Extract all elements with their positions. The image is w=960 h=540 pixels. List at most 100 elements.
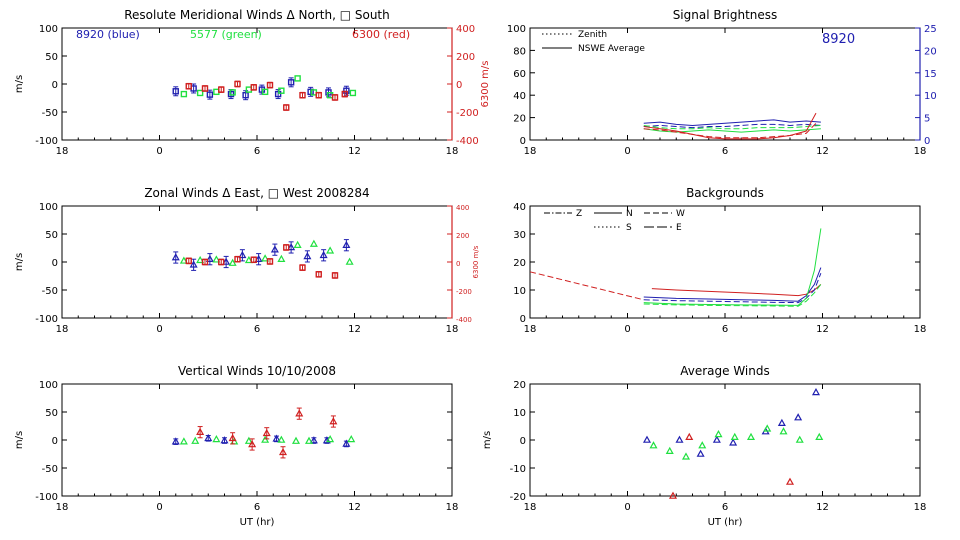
y-tick-label: 50 [45,408,58,419]
x-tick-label: 18 [446,502,459,513]
x-tick-label: 18 [524,502,537,513]
y2-axis-label: 6300 m/s [480,61,491,108]
data-point [250,256,257,263]
data-point [238,250,247,259]
data-point [277,254,286,262]
data-point [309,239,318,247]
annotation-label: 8920 [822,32,855,47]
data-point [343,87,350,94]
data-point [261,88,269,96]
y2-tick-label: 400 [456,24,475,35]
y-tick-label: 10 [513,286,526,297]
x-tick-label: 12 [816,146,829,157]
y-tick-label: 0 [52,258,58,269]
data-point [212,435,221,443]
x-tick-label: 18 [56,324,69,335]
chart-title: Zonal Winds Δ East, □ West 2008284 [144,186,369,200]
data-point [342,240,351,248]
data-point [794,413,803,421]
y2-tick-label: -200 [456,108,479,119]
data-point [179,437,188,445]
data-point [196,255,205,264]
chart-title: Average Winds [680,364,770,378]
y-tick-label: 100 [39,24,58,35]
y2-tick-label: 25 [924,24,937,35]
data-point [331,272,339,279]
x-tick-label: 18 [914,146,927,157]
data-point [261,254,270,262]
annotation-label: 6300 (red) [352,28,410,41]
data-point [326,246,335,254]
y-tick-label: 100 [39,202,58,213]
panel-zonal: Zonal Winds Δ East, □ West 2008284 18 0 6 12… [14,186,480,335]
data-point [295,409,304,417]
data-point [205,254,214,262]
y-tick-label: 20 [513,380,526,391]
data-point [730,432,739,440]
y-tick-label: -20 [510,492,526,503]
series-line [643,273,822,304]
y-tick-label: -50 [42,108,58,119]
data-point [204,433,213,442]
legend-label: Z [576,209,582,219]
data-point [649,441,658,449]
x-tick-label: 18 [56,502,69,513]
data-point [191,436,200,444]
y2-tick-label: -200 [456,288,472,296]
y2-tick-label: 400 [456,204,469,212]
data-point [171,253,180,261]
y-tick-label: 0 [52,80,58,91]
annotation-label: 8920 (blue) [76,28,140,41]
data-point [729,438,738,446]
legend-label: N [626,209,633,219]
y-tick-label: 0 [520,436,526,447]
x-tick-label: 18 [914,324,927,335]
data-point [779,427,788,435]
data-point [171,437,180,445]
x-tick-label: 18 [56,146,69,157]
data-point [283,244,290,251]
y-tick-label: -100 [35,314,58,325]
x-tick-label: 12 [348,502,361,513]
data-point [303,251,312,260]
data-point [712,435,721,443]
y-axis-label: m/s [482,431,493,449]
x-axis-label: UT (hr) [240,517,275,528]
data-point [345,257,354,265]
data-point [309,436,318,444]
y-tick-label: 60 [513,69,526,80]
data-point [218,258,225,266]
plot-frame [61,27,453,141]
y-tick-label: 10 [513,408,526,419]
data-point [218,86,225,93]
data-point [180,90,188,98]
data-point [196,427,205,435]
data-point [212,255,221,263]
x-tick-label: 6 [254,324,260,335]
x-tick-label: 0 [156,324,162,335]
y-tick-label: -100 [35,136,58,147]
y-tick-label: 40 [513,202,526,213]
y2-tick-label: 20 [924,46,937,57]
x-tick-label: 18 [446,146,459,157]
y-tick-label: -50 [42,464,58,475]
legend-label: S [626,223,632,233]
data-point [228,433,237,442]
data-point [244,436,253,444]
y-axis-label: m/s [14,75,25,93]
data-point [244,255,253,264]
data-point [261,435,270,443]
data-point [326,435,335,443]
data-point [665,446,674,454]
data-point [299,91,306,99]
data-point [299,264,306,271]
annotation-label: 5577 (green) [190,28,262,41]
data-point [287,243,296,251]
data-point [307,88,314,96]
y-tick-label: -50 [42,286,58,297]
y-tick-label: 80 [513,46,526,57]
data-point [196,89,204,97]
data-point [278,87,285,94]
data-point [315,91,322,99]
